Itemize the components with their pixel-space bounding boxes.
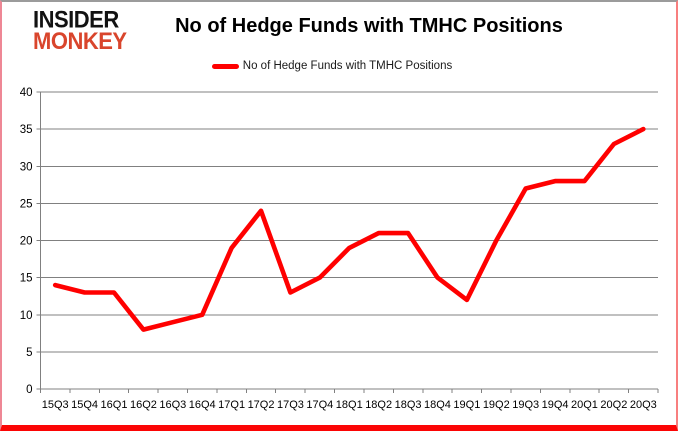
x-tick-label: 17Q2 (248, 399, 275, 411)
x-tick-label: 19Q4 (542, 399, 569, 411)
x-tick-label: 16Q3 (159, 399, 186, 411)
y-tick-label: 35 (20, 124, 33, 136)
legend-label: No of Hedge Funds with TMHC Positions (242, 60, 453, 72)
x-tick-label: 20Q1 (571, 399, 598, 411)
x-tick-label: 16Q4 (189, 399, 216, 411)
chart-legend: No of Hedge Funds with TMHC Positions (2, 60, 662, 72)
y-tick-label: 15 (20, 273, 33, 285)
insider-monkey-logo: INSIDER MONKEY (33, 5, 127, 55)
series-line (52, 126, 646, 332)
x-tick-label: 18Q3 (395, 399, 422, 411)
x-tick-label: 19Q2 (483, 399, 510, 411)
y-tick-label: 20 (20, 236, 33, 248)
logo-text-insider: INSIDER (33, 5, 119, 33)
x-tick-label: 19Q1 (453, 399, 480, 411)
x-tick-label: 20Q3 (630, 399, 657, 411)
x-tick-label: 17Q3 (277, 399, 304, 411)
y-tick-label: 0 (26, 384, 32, 396)
x-tick-label: 16Q1 (101, 399, 128, 411)
x-tick-label: 17Q4 (306, 399, 333, 411)
y-tick-label: 25 (20, 198, 33, 210)
x-tick-label: 20Q2 (600, 399, 627, 411)
y-tick-label: 5 (26, 347, 32, 359)
chart-title: No of Hedge Funds with TMHC Positions (175, 15, 563, 37)
y-tick-label: 40 (20, 87, 33, 99)
x-tick-label: 17Q1 (218, 399, 245, 411)
x-tick-label: 19Q3 (512, 399, 539, 411)
x-tick-label: 16Q2 (130, 399, 157, 411)
y-tick-label: 10 (20, 310, 33, 322)
x-tick-label: 18Q2 (365, 399, 392, 411)
x-tick-label: 15Q4 (71, 399, 98, 411)
y-tick-label: 30 (20, 161, 33, 173)
x-tick-label: 18Q4 (424, 399, 451, 411)
legend-line-swatch (211, 63, 239, 69)
x-tick-label: 18Q1 (336, 399, 363, 411)
logo-text-monkey: MONKEY (33, 27, 127, 55)
x-tick-label: 15Q3 (42, 399, 69, 411)
